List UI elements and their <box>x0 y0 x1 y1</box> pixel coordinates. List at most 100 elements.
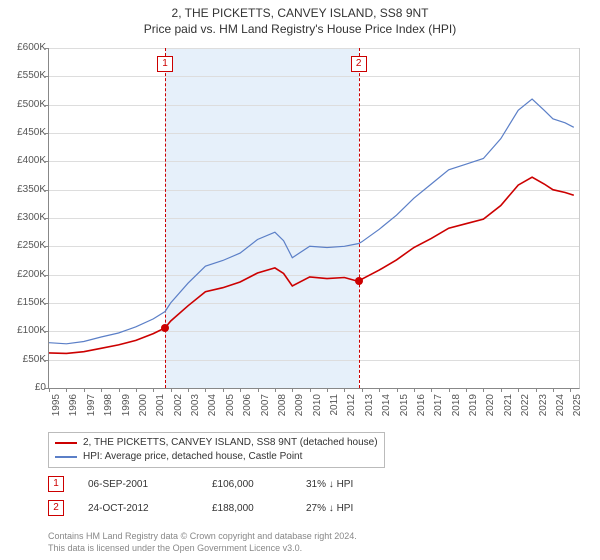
xlabel: 2003 <box>190 394 201 424</box>
event-hpi: 31% ↓ HPI <box>306 479 386 490</box>
xtick <box>101 388 102 392</box>
xtick <box>570 388 571 392</box>
xtick <box>518 388 519 392</box>
xlabel: 1995 <box>51 394 62 424</box>
ylabel: £600K <box>2 42 46 53</box>
xlabel: 2018 <box>451 394 462 424</box>
events-table: 1 06-SEP-2001 £106,000 31% ↓ HPI 2 24-OCT-201… <box>48 476 386 524</box>
xtick <box>414 388 415 392</box>
xtick <box>379 388 380 392</box>
xlabel: 2005 <box>225 394 236 424</box>
ylabel: £100K <box>2 325 46 336</box>
xtick <box>397 388 398 392</box>
event-date: 24-OCT-2012 <box>88 503 188 514</box>
xtick <box>258 388 259 392</box>
legend-row-price: 2, THE PICKETTS, CANVEY ISLAND, SS8 9NT … <box>55 436 378 450</box>
xlabel: 2004 <box>207 394 218 424</box>
xtick <box>223 388 224 392</box>
xlabel: 2008 <box>277 394 288 424</box>
xtick <box>344 388 345 392</box>
xtick <box>310 388 311 392</box>
xtick <box>553 388 554 392</box>
event-num: 2 <box>48 500 64 516</box>
legend-label-price: 2, THE PICKETTS, CANVEY ISLAND, SS8 9NT … <box>83 436 378 450</box>
xtick <box>466 388 467 392</box>
xlabel: 2025 <box>572 394 583 424</box>
legend-row-hpi: HPI: Average price, detached house, Cast… <box>55 450 378 464</box>
event-price: £188,000 <box>212 503 282 514</box>
xlabel: 2011 <box>329 394 340 424</box>
xlabel: 2007 <box>260 394 271 424</box>
ylabel: £450K <box>2 127 46 138</box>
xlabel: 2019 <box>468 394 479 424</box>
event-price: £106,000 <box>212 479 282 490</box>
xlabel: 2010 <box>312 394 323 424</box>
xlabel: 2006 <box>242 394 253 424</box>
legend-label-hpi: HPI: Average price, detached house, Cast… <box>83 450 302 464</box>
xlabel: 2022 <box>520 394 531 424</box>
xlabel: 2012 <box>346 394 357 424</box>
xlabel: 2023 <box>538 394 549 424</box>
hpi-line <box>49 99 574 344</box>
xlabel: 2024 <box>555 394 566 424</box>
xtick <box>84 388 85 392</box>
xtick <box>119 388 120 392</box>
ylabel: £200K <box>2 269 46 280</box>
titles: 2, THE PICKETTS, CANVEY ISLAND, SS8 9NT … <box>0 0 600 36</box>
xtick <box>449 388 450 392</box>
xlabel: 1996 <box>68 394 79 424</box>
ylabel: £300K <box>2 212 46 223</box>
xlabel: 2002 <box>173 394 184 424</box>
xlabel: 1999 <box>121 394 132 424</box>
event-row: 1 06-SEP-2001 £106,000 31% ↓ HPI <box>48 476 386 492</box>
xtick <box>501 388 502 392</box>
chart-container: 2, THE PICKETTS, CANVEY ISLAND, SS8 9NT … <box>0 0 600 560</box>
footer-line-2: This data is licensed under the Open Gov… <box>48 542 357 554</box>
ylabel: £250K <box>2 240 46 251</box>
ylabel: £400K <box>2 155 46 166</box>
title-line-1: 2, THE PICKETTS, CANVEY ISLAND, SS8 9NT <box>0 6 600 20</box>
xlabel: 1997 <box>86 394 97 424</box>
line-layer <box>49 48 579 388</box>
event-row: 2 24-OCT-2012 £188,000 27% ↓ HPI <box>48 500 386 516</box>
ylabel: £0 <box>2 382 46 393</box>
footer-line-1: Contains HM Land Registry data © Crown c… <box>48 530 357 542</box>
xlabel: 2021 <box>503 394 514 424</box>
legend: 2, THE PICKETTS, CANVEY ISLAND, SS8 9NT … <box>48 432 385 468</box>
legend-swatch-hpi <box>55 456 77 458</box>
ylabel: £150K <box>2 297 46 308</box>
xtick <box>240 388 241 392</box>
xtick <box>205 388 206 392</box>
xlabel: 2009 <box>294 394 305 424</box>
xlabel: 2020 <box>485 394 496 424</box>
xtick <box>66 388 67 392</box>
plot-area: 12 <box>48 48 580 389</box>
xlabel: 1998 <box>103 394 114 424</box>
event-date: 06-SEP-2001 <box>88 479 188 490</box>
xtick <box>153 388 154 392</box>
xlabel: 2013 <box>364 394 375 424</box>
xtick <box>136 388 137 392</box>
ylabel: £350K <box>2 184 46 195</box>
xtick <box>536 388 537 392</box>
xtick <box>292 388 293 392</box>
xtick <box>171 388 172 392</box>
xtick <box>49 388 50 392</box>
ylabel: £500K <box>2 99 46 110</box>
xtick <box>327 388 328 392</box>
title-line-2: Price paid vs. HM Land Registry's House … <box>0 22 600 36</box>
xlabel: 2001 <box>155 394 166 424</box>
event-hpi: 27% ↓ HPI <box>306 503 386 514</box>
price-line <box>49 177 574 353</box>
xlabel: 2016 <box>416 394 427 424</box>
xtick <box>431 388 432 392</box>
ylabel: £550K <box>2 70 46 81</box>
xtick <box>188 388 189 392</box>
legend-swatch-price <box>55 442 77 444</box>
event-num: 1 <box>48 476 64 492</box>
xlabel: 2014 <box>381 394 392 424</box>
footer: Contains HM Land Registry data © Crown c… <box>48 530 357 554</box>
xtick <box>362 388 363 392</box>
xtick <box>275 388 276 392</box>
xlabel: 2015 <box>399 394 410 424</box>
